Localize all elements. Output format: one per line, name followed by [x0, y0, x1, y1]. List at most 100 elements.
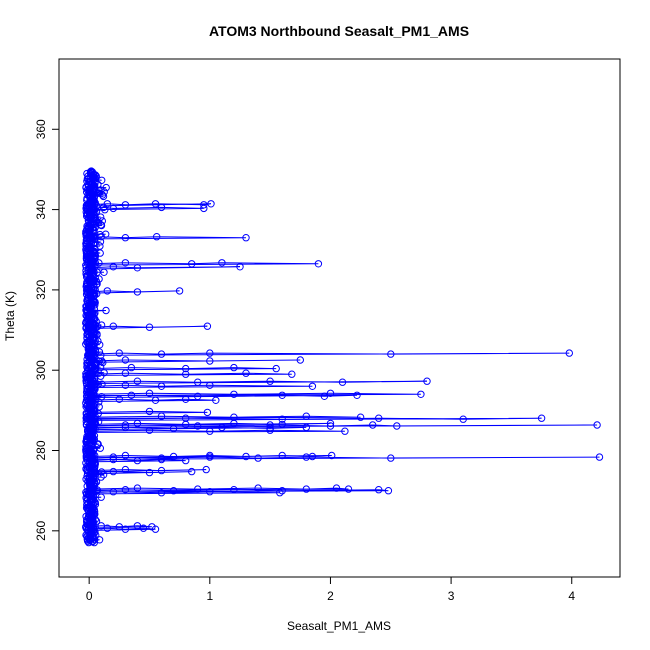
data-point	[423, 377, 431, 385]
data-point	[537, 414, 546, 422]
data-point	[338, 378, 347, 386]
data-point	[115, 349, 124, 357]
data-point	[387, 454, 395, 462]
x-tick-label: 2	[327, 589, 334, 603]
data-point	[145, 323, 154, 331]
data-point	[87, 489, 96, 497]
data-layer	[82, 167, 604, 547]
data-point	[157, 455, 166, 464]
data-point	[278, 415, 286, 423]
data-point	[87, 264, 96, 272]
spike-line	[91, 454, 332, 459]
data-point	[97, 233, 105, 241]
data-point	[109, 467, 118, 476]
data-point	[87, 234, 96, 242]
spike-line	[91, 417, 542, 421]
data-point	[182, 370, 190, 378]
data-point	[151, 200, 160, 208]
data-point	[206, 349, 214, 357]
data-point	[302, 485, 310, 493]
data-point	[212, 396, 220, 404]
data-point	[87, 260, 96, 268]
chart-title: ATOM3 Northbound Seasalt_PM1_AMS	[209, 23, 469, 39]
data-point	[302, 453, 310, 461]
spike-line	[91, 456, 600, 460]
data-point	[375, 486, 383, 494]
data-point	[127, 391, 136, 399]
data-point	[87, 357, 96, 365]
data-point	[87, 364, 96, 373]
data-point	[87, 370, 96, 378]
spike-line	[91, 415, 361, 419]
data-point	[109, 263, 118, 271]
spike-line	[91, 372, 292, 376]
data-point	[87, 456, 96, 465]
data-point	[121, 356, 130, 364]
data-point	[87, 525, 96, 533]
data-point	[145, 426, 154, 434]
data-point	[99, 203, 108, 212]
spike-line	[91, 359, 301, 363]
spike-line	[91, 398, 216, 402]
data-point	[109, 455, 118, 464]
data-point	[83, 169, 91, 178]
data-point	[102, 183, 110, 192]
data-point	[103, 287, 112, 295]
data-point	[127, 363, 136, 372]
x-axis: 0 1 2 3 4	[86, 576, 575, 603]
data-point	[90, 193, 99, 202]
data-point	[121, 421, 130, 429]
data-point	[353, 391, 361, 399]
data-point	[202, 465, 210, 474]
data-point	[206, 357, 214, 365]
data-point	[296, 356, 304, 364]
data-point	[314, 260, 323, 268]
spike-line	[91, 236, 247, 240]
data-point	[102, 306, 110, 315]
data-point	[308, 382, 317, 390]
data-point	[121, 234, 130, 242]
data-point	[206, 381, 214, 389]
data-point	[139, 524, 148, 532]
data-point	[272, 364, 280, 373]
data-point	[121, 369, 130, 377]
data-point	[89, 343, 98, 352]
data-point	[99, 192, 108, 201]
spike-line	[91, 394, 358, 398]
spike-line	[91, 203, 212, 207]
data-point	[151, 525, 160, 533]
data-point	[175, 287, 184, 295]
data-point	[459, 415, 467, 423]
data-point	[369, 421, 377, 429]
data-point	[153, 233, 161, 241]
spike-line	[91, 429, 345, 433]
data-point	[276, 489, 284, 497]
spike-line	[91, 426, 307, 431]
data-point	[387, 350, 395, 358]
data-point	[254, 454, 262, 462]
data-point	[98, 217, 107, 225]
data-point	[87, 396, 96, 404]
y-tick-label: 260	[34, 520, 48, 540]
spike-line	[91, 471, 192, 475]
x-tick-label: 1	[206, 589, 213, 603]
spike-line	[91, 487, 349, 491]
y-tick-label: 320	[34, 280, 48, 300]
data-point	[87, 424, 96, 433]
y-axis-label: Theta (K)	[3, 291, 17, 341]
data-point	[278, 391, 286, 399]
data-point	[320, 392, 329, 400]
data-point	[133, 264, 142, 272]
data-point	[121, 259, 130, 267]
data-point	[87, 167, 96, 175]
data-point	[87, 288, 96, 296]
y-tick-label: 300	[34, 360, 48, 380]
data-point	[242, 234, 250, 242]
data-point	[326, 422, 335, 430]
data-point	[87, 392, 96, 400]
data-point	[341, 427, 349, 435]
data-point	[182, 420, 190, 429]
spike-line	[91, 262, 319, 266]
data-point	[96, 242, 104, 250]
